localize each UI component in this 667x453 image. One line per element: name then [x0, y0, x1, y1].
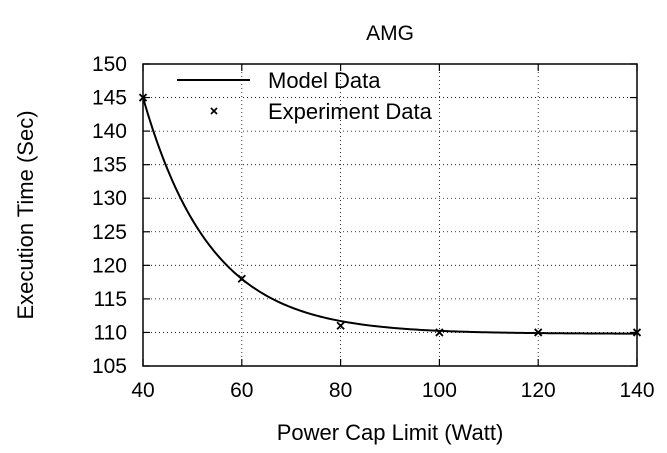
x-tick-label: 100 [422, 379, 457, 402]
x-tick-label: 140 [619, 379, 654, 402]
y-tick-label: 125 [92, 221, 127, 244]
tick-labels: 40 60 80 100 120 140 105 110 115 120 125 130 135 140 1… [92, 53, 655, 402]
x-tick-label: 40 [131, 379, 154, 402]
x-tick-label: 120 [521, 379, 556, 402]
chart-title: AMG [366, 22, 414, 45]
legend-experiment-swatch [210, 107, 218, 115]
legend-experiment-label: Experiment Data [268, 99, 433, 124]
x-tick-label: 80 [329, 379, 352, 402]
plot-frame [142, 63, 638, 367]
experiment-point [237, 274, 246, 283]
y-tick-label: 140 [92, 120, 127, 143]
y-tick-label: 115 [94, 288, 127, 311]
model-data-line [142, 97, 638, 335]
experiment-point [534, 328, 543, 337]
y-tick-label: 110 [94, 321, 127, 344]
x-axis-title: Power Cap Limit (Watt) [277, 420, 504, 445]
legend-model-label: Model Data [268, 68, 381, 93]
y-tick-label: 150 [92, 53, 127, 76]
y-tick-label: 130 [92, 187, 127, 210]
y-tick-label: 135 [92, 154, 127, 177]
plot-series [138, 93, 642, 337]
legend: Model Data Experiment Data [177, 68, 433, 124]
experiment-points [138, 93, 642, 337]
x-tick-label: 60 [230, 379, 253, 402]
y-axis-title: Execution Time (Sec) [13, 110, 38, 319]
y-tick-label: 145 [92, 87, 127, 110]
experiment-point [336, 321, 345, 330]
y-tick-label: 120 [92, 254, 127, 277]
y-tick-label: 105 [92, 355, 127, 378]
experiment-point [435, 328, 444, 337]
